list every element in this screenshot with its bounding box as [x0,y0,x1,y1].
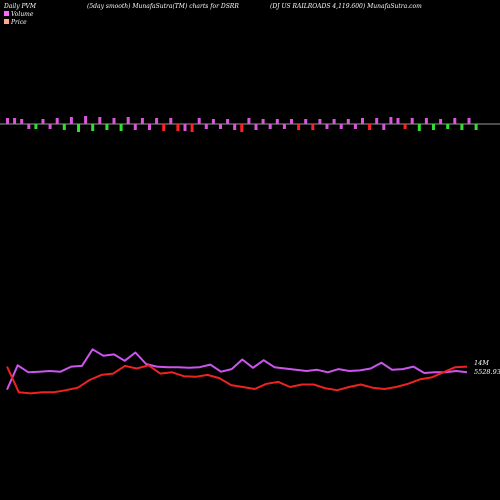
pvm-bar-53 [382,124,386,130]
pvm-bar-2 [20,119,24,124]
pvm-bar-55 [396,118,400,124]
pvm-bar-27 [197,118,201,124]
pvm-bar-46 [332,119,336,124]
pvm-bar-0 [6,118,9,124]
pvm-bar-22 [162,124,166,131]
pvm-bar-60 [432,124,435,130]
pvm-bar-12 [91,124,95,131]
pvm-bar-15 [112,118,116,124]
pvm-bar-54 [389,117,393,124]
pvm-bar-24 [176,124,180,131]
pvm-bar-29 [211,119,215,124]
pvm-bar-66 [474,124,478,130]
pvm-bar-47 [339,124,343,129]
legend-swatch-price [4,19,9,24]
pvm-bar-32 [233,124,237,130]
pvm-bar-39 [282,124,286,129]
pvm-bar-57 [410,118,414,124]
pvm-bar-17 [126,117,130,124]
pvm-bar-38 [275,119,279,124]
pvm-bar-10 [77,124,80,132]
pvm-bar-37 [268,124,272,129]
pvm-bar-21 [155,118,159,124]
volume-end-label: 14M [474,359,489,367]
legend-swatch-volume [4,11,9,16]
pvm-bar-64 [460,124,464,130]
pvm-bar-7 [55,118,59,124]
pvm-bar-8 [62,124,66,130]
pvm-bar-62 [446,124,450,129]
legend-label-price: Price [10,19,27,26]
pvm-bar-35 [254,124,258,130]
pvm-bar-44 [318,119,322,124]
pvm-bar-49 [353,124,357,129]
pvm-bar-25 [183,124,187,131]
pvm-bar-33 [240,124,244,132]
pvm-bar-42 [304,119,308,124]
pvm-bar-63 [453,118,457,124]
header-title: (5day smooth) MunafaSutra(TM) charts for… [87,3,239,10]
pvm-bar-9 [69,117,73,124]
pvm-bar-20 [148,124,151,130]
pvm-bar-56 [403,124,407,129]
pvm-bar-18 [133,124,137,130]
header-left: Daily PVM [3,3,37,10]
pvm-bar-6 [48,124,52,129]
pvm-bar-41 [297,124,301,130]
legend-label-volume: Volume [11,11,34,18]
pvm-bar-19 [140,118,144,124]
pvm-bar-26 [190,124,194,132]
pvm-bar-31 [226,119,230,124]
header-right: (DJ US RAILROADS 4,119.600) MunafaSutra.… [270,3,422,10]
price-end-label: 5528.93 [474,368,500,376]
pvm-bar-52 [375,118,379,124]
pvm-bar-48 [346,119,350,124]
pvm-bar-40 [290,119,293,124]
pvm-bar-34 [247,118,251,124]
pvm-bar-1 [13,118,17,124]
pvm-bar-5 [41,119,45,124]
volume-line [6,348,468,391]
pvm-bar-14 [105,124,109,130]
pvm-bar-51 [368,124,372,130]
pvm-bar-30 [219,124,222,129]
pvm-bar-28 [204,124,208,129]
pvm-bar-3 [27,124,31,129]
pvm-bar-65 [467,118,471,124]
pvm-bar-45 [325,124,329,129]
pvm-bars [6,116,478,132]
pvm-bar-59 [424,118,428,124]
pvm-bar-50 [361,118,364,124]
pvm-bar-23 [169,118,173,124]
pvm-bar-61 [439,119,443,124]
lines-group [6,348,468,395]
pvm-bar-16 [119,124,123,131]
price-line [6,364,468,395]
pvm-bar-13 [98,117,102,124]
pvm-bar-43 [311,124,315,130]
pvm-bar-11 [84,116,88,124]
pvm-bar-36 [261,119,265,124]
pvm-bar-4 [34,124,38,129]
pvm-bar-58 [417,124,421,131]
